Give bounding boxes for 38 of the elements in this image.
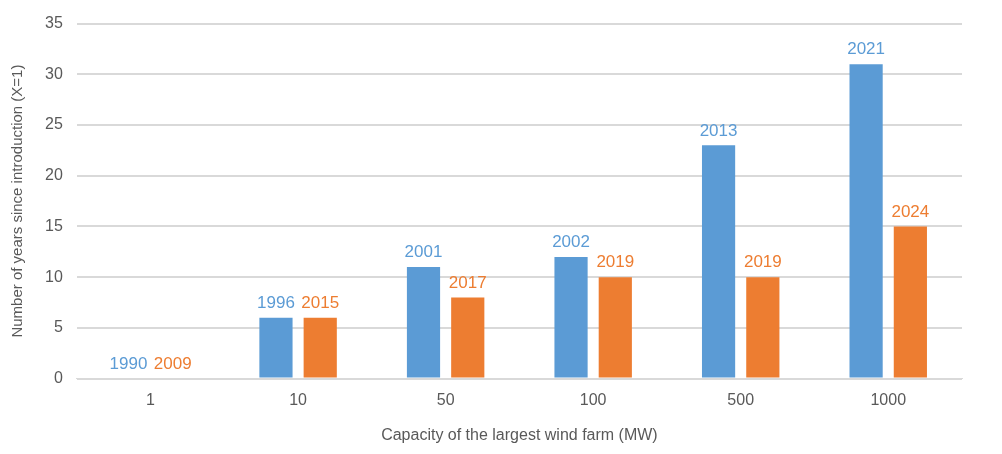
bar xyxy=(598,277,632,378)
x-tick-label: 500 xyxy=(727,390,755,408)
annotation: 2002 xyxy=(552,232,590,252)
y-tick-label: 30 xyxy=(45,64,63,82)
bar xyxy=(303,317,337,378)
y-axis-title: Number of years since introduction (X=1) xyxy=(8,64,26,338)
annotation: 2021 xyxy=(847,39,886,59)
annotation: 2024 xyxy=(891,201,930,221)
annotation: 2019 xyxy=(743,252,782,272)
x-tick-label: 50 xyxy=(436,390,455,408)
y-tick-label: 20 xyxy=(45,166,63,184)
bar xyxy=(701,145,736,378)
bar xyxy=(451,297,485,378)
annotation: 2015 xyxy=(301,292,340,312)
y-tick-label: 15 xyxy=(45,216,63,234)
annotation: 1990 xyxy=(109,353,148,373)
x-tick-label: 100 xyxy=(579,390,607,408)
bar xyxy=(746,277,780,378)
annotation: 2009 xyxy=(153,353,192,373)
annotation: 2017 xyxy=(448,272,487,292)
annotation: 2001 xyxy=(404,242,443,262)
annotation: 2019 xyxy=(596,252,635,272)
y-tick-label: 5 xyxy=(53,318,63,336)
annotation: 2013 xyxy=(699,120,738,140)
x-tick-label: 10 xyxy=(289,390,308,408)
bar xyxy=(554,256,588,378)
y-tick-label: 0 xyxy=(53,369,63,387)
bar xyxy=(893,226,927,378)
y-tick-label: 10 xyxy=(45,267,63,285)
x-axis-title: Capacity of the largest wind farm (MW) xyxy=(381,425,658,443)
x-tick-label: 1000 xyxy=(870,390,907,408)
x-tick-label: 1 xyxy=(146,390,156,408)
bar xyxy=(849,64,883,378)
bar xyxy=(259,317,293,378)
y-tick-label: 35 xyxy=(45,14,63,32)
annotation: 1996 xyxy=(257,292,295,312)
y-tick-label: 25 xyxy=(45,115,63,133)
bar xyxy=(406,267,441,378)
